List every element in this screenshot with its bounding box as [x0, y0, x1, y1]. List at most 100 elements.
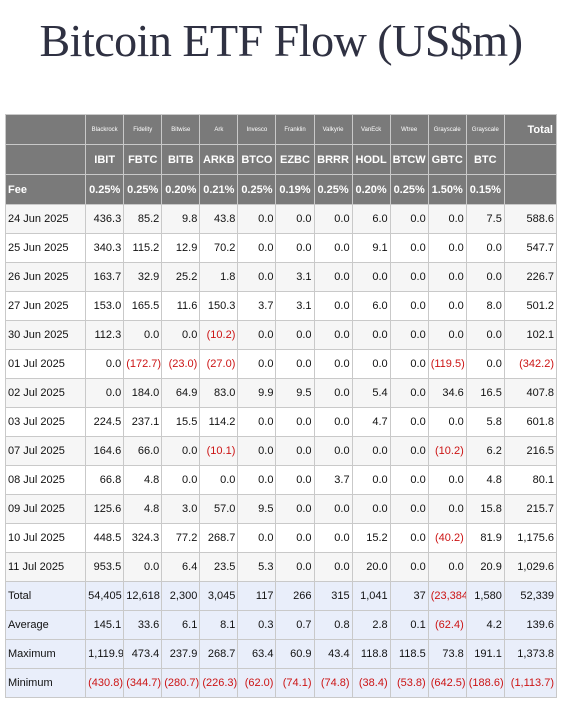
- flow-cell: 0.0: [237, 204, 277, 234]
- summary-row: Total 54,405 12,618 2,300 3,045 117 266 315 1,04…: [4, 581, 558, 611]
- flow-cell: 0.0: [275, 494, 315, 524]
- header-corner-cell: [503, 144, 558, 175]
- flow-cell: 15.2: [351, 523, 391, 553]
- summary-total-cell: 139.6: [503, 610, 558, 640]
- flow-cell: 0.0: [237, 436, 277, 466]
- flow-cell: 0.0: [427, 233, 467, 263]
- flow-cell: 11.6: [161, 291, 201, 321]
- flow-cell: 70.2: [199, 233, 239, 263]
- flow-cell: 5.8: [465, 407, 505, 437]
- flow-cell: 0.0: [351, 436, 391, 466]
- summary-cell: 117: [237, 581, 277, 611]
- flow-cell: 268.7: [199, 523, 239, 553]
- flow-cell: 4.8: [123, 494, 163, 524]
- flow-cell: 0.0: [313, 262, 353, 292]
- table-row: 27 Jun 2025 153.0 165.5 11.6 150.3 3.7 3.1 0.0 6…: [4, 291, 558, 321]
- row-total-cell: 102.1: [503, 320, 558, 350]
- flow-cell: (10.1): [199, 436, 239, 466]
- summary-cell: 43.4: [313, 639, 353, 669]
- ticker-header-cell: BTCW: [389, 144, 429, 175]
- flow-cell: 4.8: [465, 465, 505, 495]
- flow-cell: 0.0: [237, 349, 277, 379]
- flow-cell: 9.9: [237, 378, 277, 408]
- flow-cell: 0.0: [161, 320, 201, 350]
- ticker-header-cell: BTC: [465, 144, 505, 175]
- issuer-header-cell: Franklin: [275, 114, 315, 145]
- flow-cell: 5.3: [237, 552, 277, 582]
- summary-cell: 54,405: [85, 581, 125, 611]
- issuer-header-cell: Bitwise: [161, 114, 201, 145]
- flow-cell: 0.0: [275, 436, 315, 466]
- fee-label: Fee: [4, 174, 87, 205]
- row-date: 26 Jun 2025: [4, 262, 87, 292]
- ticker-header-cell: BRRR: [313, 144, 353, 175]
- flow-cell: 0.0: [275, 233, 315, 263]
- row-date: 24 Jun 2025: [4, 204, 87, 234]
- summary-cell: 2,300: [161, 581, 201, 611]
- flow-cell: 3.1: [275, 262, 315, 292]
- flow-cell: 0.0: [427, 407, 467, 437]
- summary-cell: 0.8: [313, 610, 353, 640]
- flow-cell: 150.3: [199, 291, 239, 321]
- row-total-cell: 80.1: [503, 465, 558, 495]
- fee-cell: 0.15%: [465, 174, 505, 205]
- flow-cell: 0.0: [313, 204, 353, 234]
- summary-cell: 145.1: [85, 610, 125, 640]
- summary-row: Minimum (430.8) (344.7) (280.7) (226.3) (62.0…: [4, 668, 558, 698]
- row-total-cell: 1,029.6: [503, 552, 558, 582]
- flow-cell: 0.0: [123, 552, 163, 582]
- flow-cell: 0.0: [389, 465, 429, 495]
- row-date: 02 Jul 2025: [4, 378, 87, 408]
- flow-cell: 0.0: [389, 262, 429, 292]
- issuer-header-cell: VanEck: [351, 114, 391, 145]
- summary-cell: 0.1: [389, 610, 429, 640]
- summary-row: Average 145.1 33.6 6.1 8.1 0.3 0.7 0.8 2.8 0.1 (62…: [4, 610, 558, 640]
- flow-cell: 0.0: [161, 465, 201, 495]
- issuer-header-cell: Grayscale: [465, 114, 505, 145]
- fee-cell: 0.19%: [275, 174, 315, 205]
- flow-cell: 125.6: [85, 494, 125, 524]
- flow-cell: 64.9: [161, 378, 201, 408]
- ticker-header-row: IBIT FBTC BITB ARKB BTCO EZBC BRRR HODL BTCW GBTC…: [4, 144, 558, 175]
- summary-cell: 63.4: [237, 639, 277, 669]
- table-row: 30 Jun 2025 112.3 0.0 0.0 (10.2) 0.0 0.0 0.0 0.0…: [4, 320, 558, 350]
- summary-total-cell: 1,373.8: [503, 639, 558, 669]
- flow-cell: 0.0: [465, 349, 505, 379]
- ticker-header-cell: IBIT: [85, 144, 125, 175]
- flow-cell: 9.5: [275, 378, 315, 408]
- table-row: 09 Jul 2025 125.6 4.8 3.0 57.0 9.5 0.0 0.0 0.0 0.…: [4, 494, 558, 524]
- issuer-header-cell: Invesco: [237, 114, 277, 145]
- summary-cell: (62.4): [427, 610, 467, 640]
- flow-cell: 0.0: [275, 523, 315, 553]
- summary-cell: (188.6): [465, 668, 505, 698]
- flow-cell: 340.3: [85, 233, 125, 263]
- flow-cell: 0.0: [85, 349, 125, 379]
- flow-cell: 3.0: [161, 494, 201, 524]
- flow-cell: 12.9: [161, 233, 201, 263]
- flow-cell: 9.8: [161, 204, 201, 234]
- flow-cell: 0.0: [389, 320, 429, 350]
- flow-cell: 0.0: [313, 349, 353, 379]
- flow-cell: 0.0: [389, 291, 429, 321]
- flow-cell: 0.0: [427, 494, 467, 524]
- flow-cell: 20.9: [465, 552, 505, 582]
- etf-flow-table: Blackrock Fidelity Bitwise Ark Invesco Frankl…: [4, 114, 558, 698]
- flow-cell: 153.0: [85, 291, 125, 321]
- row-date: 07 Jul 2025: [4, 436, 87, 466]
- ticker-header-cell: ARKB: [199, 144, 239, 175]
- flow-cell: 0.0: [351, 494, 391, 524]
- summary-cell: (74.1): [275, 668, 315, 698]
- flow-cell: 224.5: [85, 407, 125, 437]
- row-date: 25 Jun 2025: [4, 233, 87, 263]
- summary-cell: 191.1: [465, 639, 505, 669]
- flow-cell: 6.2: [465, 436, 505, 466]
- flow-cell: 0.0: [237, 262, 277, 292]
- issuer-header-cell: Blackrock: [85, 114, 125, 145]
- flow-cell: 77.2: [161, 523, 201, 553]
- summary-cell: 6.1: [161, 610, 201, 640]
- summary-cell: 118.8: [351, 639, 391, 669]
- row-date: 27 Jun 2025: [4, 291, 87, 321]
- summary-label: Total: [4, 581, 87, 611]
- flow-cell: 0.0: [427, 320, 467, 350]
- fee-cell: 0.21%: [199, 174, 239, 205]
